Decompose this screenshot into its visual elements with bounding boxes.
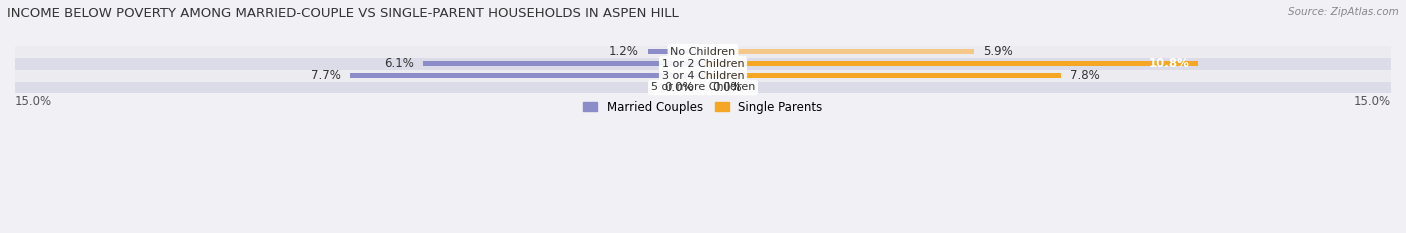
Text: 15.0%: 15.0% bbox=[15, 95, 52, 108]
Bar bbox=[15, 82, 1391, 93]
Bar bbox=[15, 46, 1391, 58]
Bar bbox=[350, 73, 703, 78]
Bar bbox=[703, 73, 1060, 78]
Text: 7.8%: 7.8% bbox=[1070, 69, 1099, 82]
Text: 7.7%: 7.7% bbox=[311, 69, 340, 82]
Bar bbox=[648, 49, 703, 54]
Text: 1 or 2 Children: 1 or 2 Children bbox=[662, 59, 744, 69]
Bar bbox=[15, 58, 1391, 70]
Text: No Children: No Children bbox=[671, 47, 735, 57]
Bar bbox=[423, 61, 703, 66]
Text: 1.2%: 1.2% bbox=[609, 45, 638, 58]
Legend: Married Couples, Single Parents: Married Couples, Single Parents bbox=[579, 96, 827, 118]
Text: Source: ZipAtlas.com: Source: ZipAtlas.com bbox=[1288, 7, 1399, 17]
Bar bbox=[15, 70, 1391, 82]
Text: 0.0%: 0.0% bbox=[713, 81, 742, 94]
Text: 10.8%: 10.8% bbox=[1149, 57, 1189, 70]
Bar bbox=[703, 61, 1198, 66]
Text: 3 or 4 Children: 3 or 4 Children bbox=[662, 71, 744, 81]
Text: 6.1%: 6.1% bbox=[384, 57, 413, 70]
Text: 0.0%: 0.0% bbox=[664, 81, 693, 94]
Text: 15.0%: 15.0% bbox=[1354, 95, 1391, 108]
Text: 5.9%: 5.9% bbox=[983, 45, 1012, 58]
Text: INCOME BELOW POVERTY AMONG MARRIED-COUPLE VS SINGLE-PARENT HOUSEHOLDS IN ASPEN H: INCOME BELOW POVERTY AMONG MARRIED-COUPL… bbox=[7, 7, 679, 20]
Bar bbox=[703, 49, 973, 54]
Bar bbox=[703, 49, 973, 54]
Text: 5 or more Children: 5 or more Children bbox=[651, 82, 755, 93]
